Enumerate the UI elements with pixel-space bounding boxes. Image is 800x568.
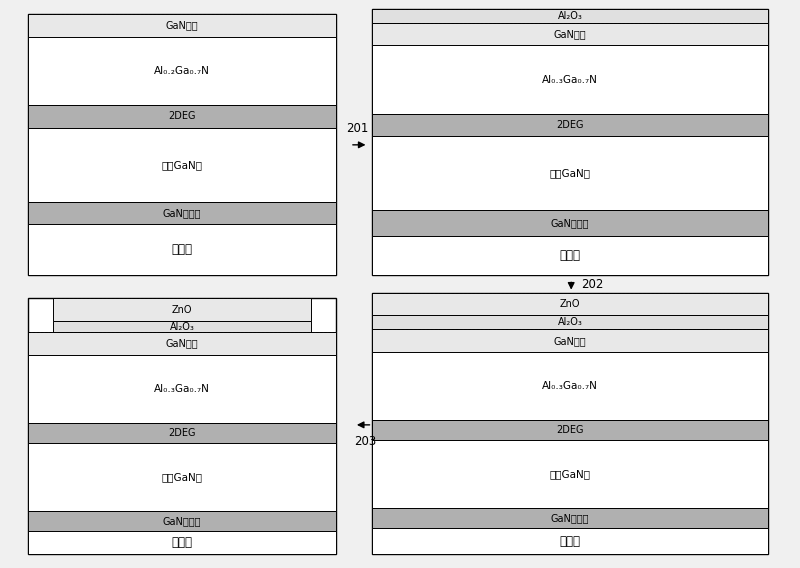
Bar [372,210,768,236]
Text: 蓝宝石: 蓝宝石 [559,534,581,548]
Bar [372,508,768,528]
Text: 2DEG: 2DEG [556,120,584,130]
Bar [372,23,768,45]
Bar [28,37,336,105]
Bar [28,511,336,531]
Bar [372,9,768,23]
Text: Al₀.₃Ga₀.₇N: Al₀.₃Ga₀.₇N [542,74,598,85]
Bar [372,420,768,440]
Bar [28,332,336,355]
Text: GaN缓冲层: GaN缓冲层 [162,516,202,526]
Bar [372,528,768,554]
Text: 2DEG: 2DEG [168,428,196,438]
Text: Al₂O₃: Al₂O₃ [558,11,582,20]
Text: 本征GaN层: 本征GaN层 [162,472,202,482]
Text: 蓝宝石: 蓝宝石 [559,249,581,262]
Bar [372,352,768,420]
Bar [28,14,336,37]
Text: 203: 203 [354,435,376,448]
Text: 蓝宝石: 蓝宝石 [171,244,193,256]
Text: 蓝宝石: 蓝宝石 [171,536,193,549]
Bar [28,105,336,128]
Text: 本征GaN层: 本征GaN层 [550,469,590,479]
Bar [372,293,768,315]
Bar [372,114,768,136]
Bar [53,298,311,321]
Text: 2DEG: 2DEG [556,425,584,435]
Bar [53,321,311,332]
Bar [28,531,336,554]
Text: 201: 201 [346,122,368,135]
Bar [28,128,336,202]
Text: GaN缓冲层: GaN缓冲层 [162,208,202,218]
Bar [28,14,336,275]
Text: 本征GaN层: 本征GaN层 [550,168,590,178]
Bar [372,315,768,329]
Bar [372,236,768,275]
Bar [28,355,336,423]
Bar [372,45,768,114]
Bar [28,202,336,224]
Text: GaN盖层: GaN盖层 [554,336,586,346]
Bar [28,224,336,275]
Bar [28,443,336,511]
Text: ZnO: ZnO [172,304,192,315]
Text: GaN盖层: GaN盖层 [166,339,198,349]
Text: GaN盖层: GaN盖层 [166,20,198,31]
Text: GaN缓冲层: GaN缓冲层 [550,513,590,523]
Bar [28,298,336,554]
Text: Al₀.₃Ga₀.₇N: Al₀.₃Ga₀.₇N [154,384,210,394]
Bar [372,440,768,508]
Text: 202: 202 [581,278,603,291]
Bar [372,293,768,554]
Bar [28,423,336,443]
Text: 本征GaN层: 本征GaN层 [162,160,202,170]
Text: Al₀.₃Ga₀.₇N: Al₀.₃Ga₀.₇N [542,381,598,391]
Text: GaN盖层: GaN盖层 [554,29,586,39]
Bar [372,329,768,352]
Text: Al₂O₃: Al₂O₃ [558,318,582,327]
Text: Al₀.₂Ga₀.₇N: Al₀.₂Ga₀.₇N [154,66,210,76]
Text: GaN缓冲层: GaN缓冲层 [550,218,590,228]
Bar [372,9,768,275]
Text: Al₂O₃: Al₂O₃ [170,321,194,332]
Text: 2DEG: 2DEG [168,111,196,122]
Bar [372,136,768,210]
Text: ZnO: ZnO [560,299,580,309]
